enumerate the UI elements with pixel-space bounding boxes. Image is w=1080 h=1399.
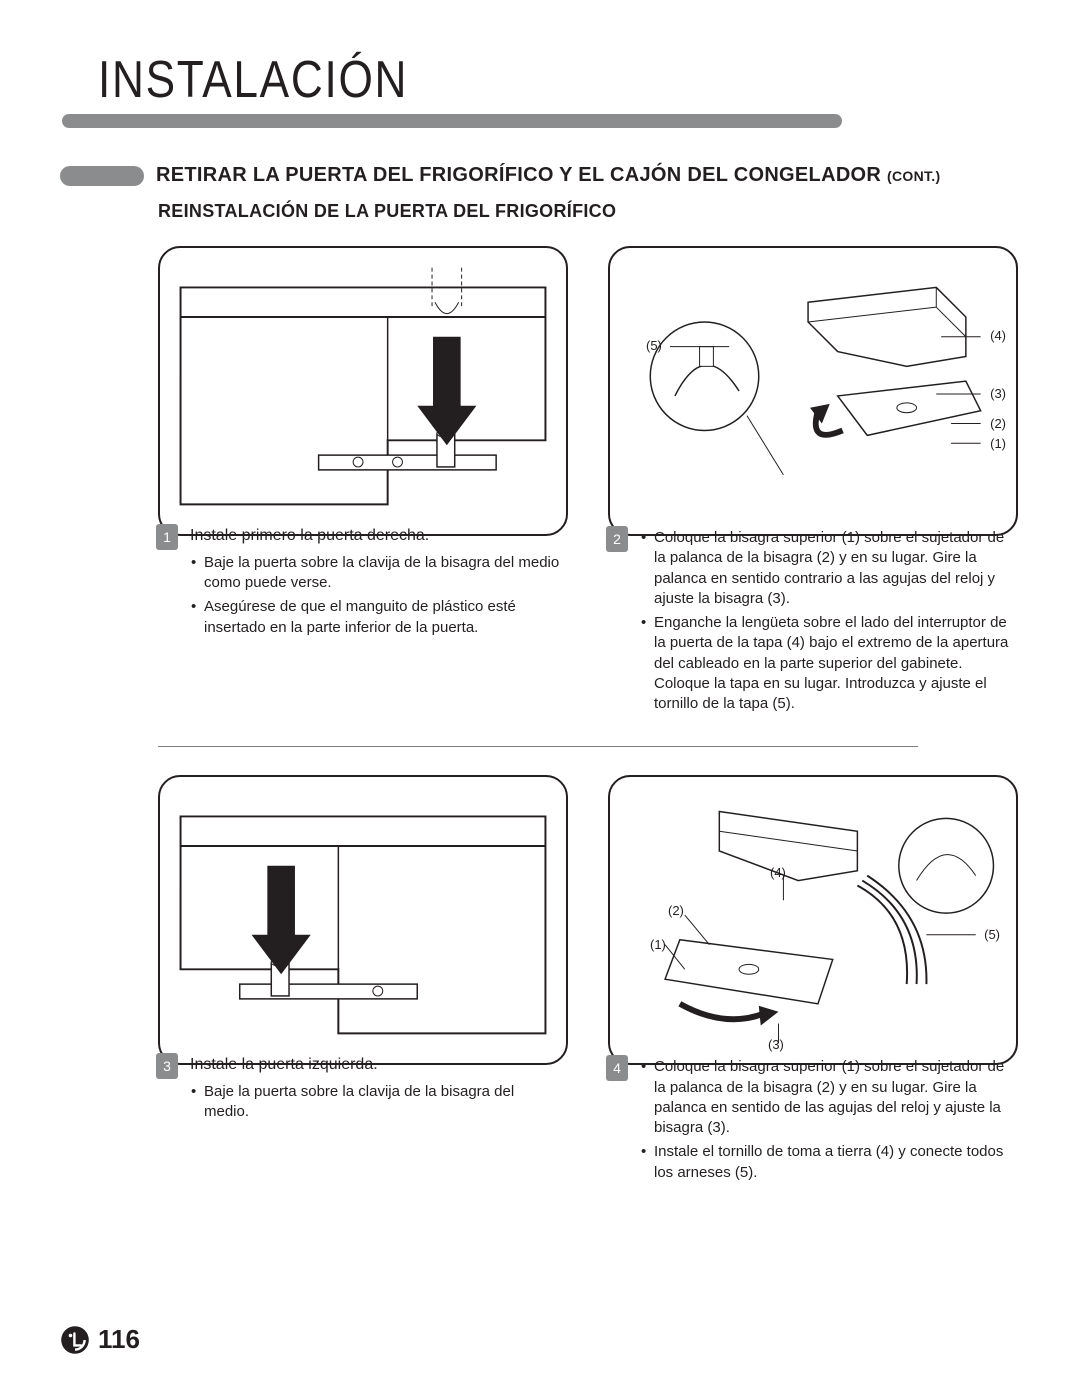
hinge-top-diagram-icon bbox=[610, 248, 1016, 534]
step-head: Instale primero la puerta derecha. bbox=[190, 526, 560, 547]
door-left-diagram-icon bbox=[160, 777, 566, 1063]
step-list: Baje la puerta sobre la clavija de la bi… bbox=[190, 1082, 560, 1123]
section-title-cont: (CONT.) bbox=[887, 168, 940, 184]
step-list: Coloque la bisagra superior (1) sobre el… bbox=[640, 528, 1010, 714]
list-item: Asegúrese de que el manguito de plástico… bbox=[204, 597, 560, 638]
lg-logo-icon bbox=[60, 1325, 90, 1355]
callout-label: (3) bbox=[768, 1037, 784, 1052]
section-subtitle: REINSTALACIÓN DE LA PUERTA DEL FRIGORÍFI… bbox=[158, 201, 1020, 222]
list-item: Baje la puerta sobre la clavija de la bi… bbox=[204, 553, 560, 594]
section-title: RETIRAR LA PUERTA DEL FRIGORÍFICO Y EL C… bbox=[156, 164, 940, 187]
separator bbox=[158, 746, 918, 747]
step-3-text: 3 Instale la puerta izquierda. Baje la p… bbox=[158, 1055, 568, 1122]
section-title-main: RETIRAR LA PUERTA DEL FRIGORÍFICO Y EL C… bbox=[156, 164, 881, 186]
step-3-illustration bbox=[158, 775, 568, 1065]
callout-label: (3) bbox=[990, 386, 1006, 401]
callout-label: (4) bbox=[770, 865, 786, 880]
steps-row-2: 3 Instale la puerta izquierda. Baje la p… bbox=[158, 775, 1020, 1187]
callout-label: (1) bbox=[650, 937, 666, 952]
callout-label: (2) bbox=[990, 416, 1006, 431]
step-badge: 2 bbox=[606, 526, 628, 552]
steps-row-1: 1 Instale primero la puerta derecha. Baj… bbox=[158, 246, 1020, 718]
step-4-illustration: (1) (2) (3) (4) (5) bbox=[608, 775, 1018, 1065]
list-item: Coloque la bisagra superior (1) sobre el… bbox=[654, 528, 1010, 609]
step-4: (1) (2) (3) (4) (5) 4 Coloque la bisagra… bbox=[608, 775, 1018, 1187]
step-list: Coloque la bisagra superior (1) sobre el… bbox=[640, 1057, 1010, 1183]
step-head: Instale la puerta izquierda. bbox=[190, 1055, 560, 1076]
step-list: Baje la puerta sobre la clavija de la bi… bbox=[190, 553, 560, 638]
step-2: (1) (2) (3) (4) (5) 2 Coloque la bisagra… bbox=[608, 246, 1018, 718]
step-1-illustration bbox=[158, 246, 568, 536]
list-item: Instale el tornillo de toma a tierra (4)… bbox=[654, 1142, 1010, 1183]
step-1-text: 1 Instale primero la puerta derecha. Baj… bbox=[158, 526, 568, 638]
page-number: 116 bbox=[98, 1324, 140, 1355]
step-badge: 4 bbox=[606, 1055, 628, 1081]
callout-label: (5) bbox=[984, 927, 1000, 942]
pill-bullet-icon bbox=[60, 166, 144, 186]
callout-label: (4) bbox=[990, 328, 1006, 343]
callout-label: (5) bbox=[646, 338, 662, 353]
list-item: Coloque la bisagra superior (1) sobre el… bbox=[654, 1057, 1010, 1138]
list-item: Enganche la lengüeta sobre el lado del i… bbox=[654, 613, 1010, 714]
page-title: INSTALACIÓN bbox=[98, 50, 882, 110]
step-4-text: 4 Coloque la bisagra superior (1) sobre … bbox=[608, 1057, 1018, 1183]
section-header-row: RETIRAR LA PUERTA DEL FRIGORÍFICO Y EL C… bbox=[60, 164, 1020, 187]
page-footer: 116 bbox=[60, 1324, 140, 1355]
page: INSTALACIÓN RETIRAR LA PUERTA DEL FRIGOR… bbox=[0, 0, 1080, 1399]
step-3: 3 Instale la puerta izquierda. Baje la p… bbox=[158, 775, 568, 1187]
step-2-illustration: (1) (2) (3) (4) (5) bbox=[608, 246, 1018, 536]
hinge-top-wires-diagram-icon bbox=[610, 777, 1016, 1063]
step-2-text: 2 Coloque la bisagra superior (1) sobre … bbox=[608, 528, 1018, 714]
step-badge: 1 bbox=[156, 524, 178, 550]
step-1: 1 Instale primero la puerta derecha. Baj… bbox=[158, 246, 568, 718]
callout-label: (1) bbox=[990, 436, 1006, 451]
list-item: Baje la puerta sobre la clavija de la bi… bbox=[204, 1082, 560, 1123]
title-bar bbox=[62, 114, 842, 128]
callout-label: (2) bbox=[668, 903, 684, 918]
step-badge: 3 bbox=[156, 1053, 178, 1079]
door-right-diagram-icon bbox=[160, 248, 566, 534]
